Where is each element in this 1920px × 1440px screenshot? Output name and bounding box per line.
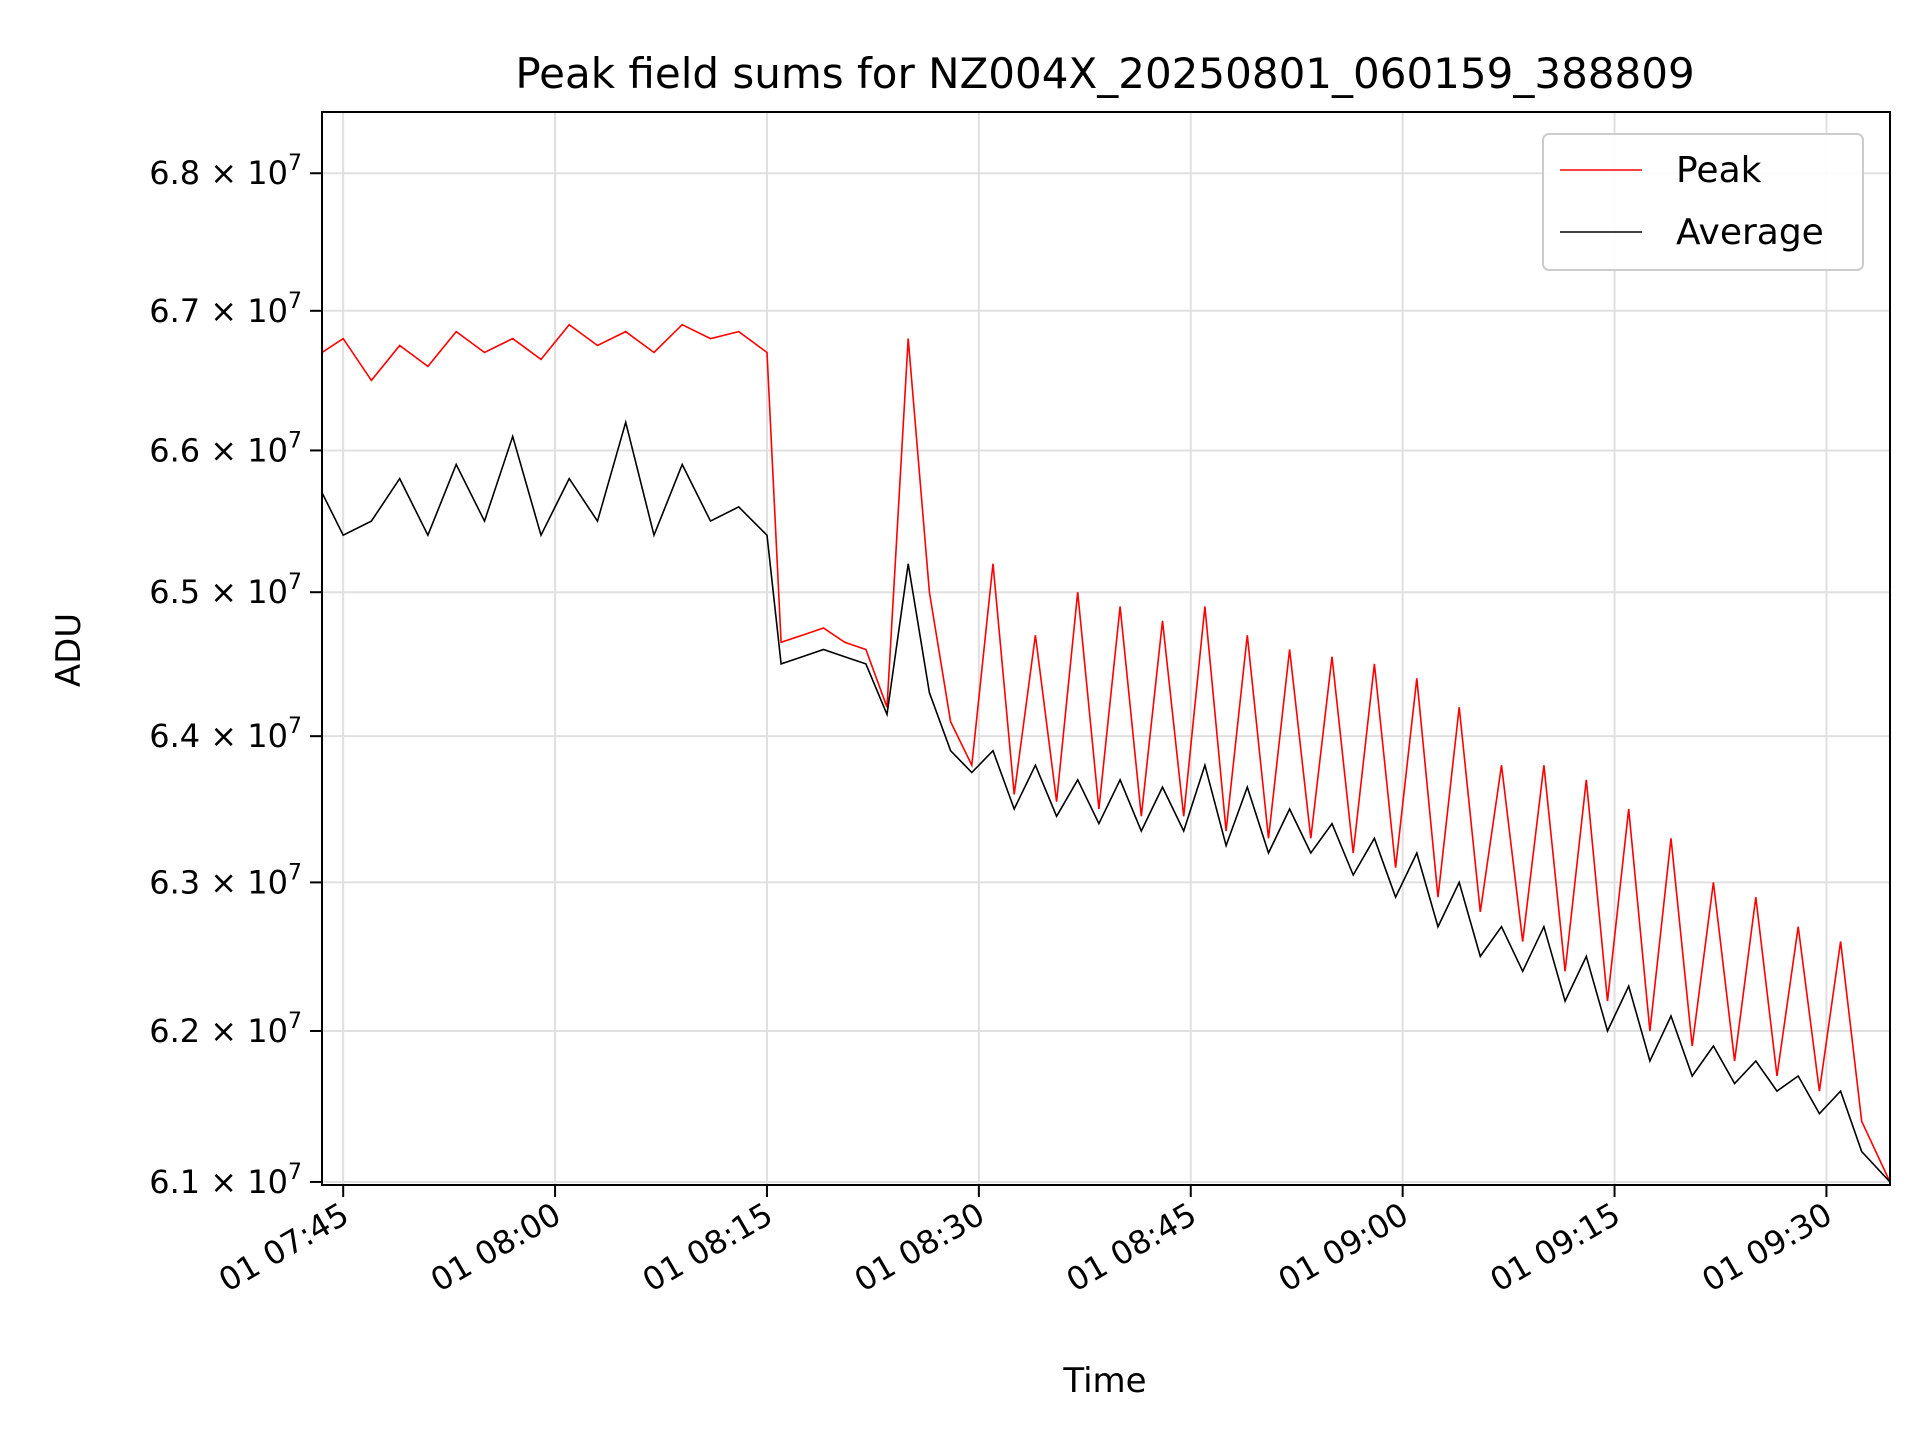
plot-frame xyxy=(321,111,1891,1186)
series-line-peak xyxy=(322,323,1890,1183)
grid xyxy=(322,112,1890,1185)
series-line-average xyxy=(322,419,1890,1183)
chart-title: Peak field sums for NZ004X_20250801_0601… xyxy=(515,49,1694,98)
y-tick-label: 6.3 × 107 xyxy=(149,860,302,901)
y-tick-label: 6.2 × 107 xyxy=(149,1009,302,1050)
y-tick-label: 6.7 × 107 xyxy=(149,289,302,330)
y-tick-label: 6.8 × 107 xyxy=(149,151,302,192)
legend: Peak Average xyxy=(1542,133,1864,271)
y-tick-label: 6.1 × 107 xyxy=(149,1160,302,1201)
y-axis: 6.1 × 107 6.2 × 107 6.3 × 107 6.4 × 107 6.5 … xyxy=(149,151,322,1201)
y-tick-label: 6.4 × 107 xyxy=(149,714,302,755)
y-tick-label: 6.6 × 107 xyxy=(149,428,302,469)
y-tick-label: 6.5 × 107 xyxy=(149,570,302,611)
series-layer xyxy=(322,323,1890,1183)
legend-label-peak: Peak xyxy=(1676,150,1762,191)
legend-label-average: Average xyxy=(1676,212,1824,253)
y-axis-label: ADU xyxy=(49,613,89,687)
legend-box xyxy=(1542,133,1864,271)
x-axis-label: Time xyxy=(1062,1361,1146,1401)
